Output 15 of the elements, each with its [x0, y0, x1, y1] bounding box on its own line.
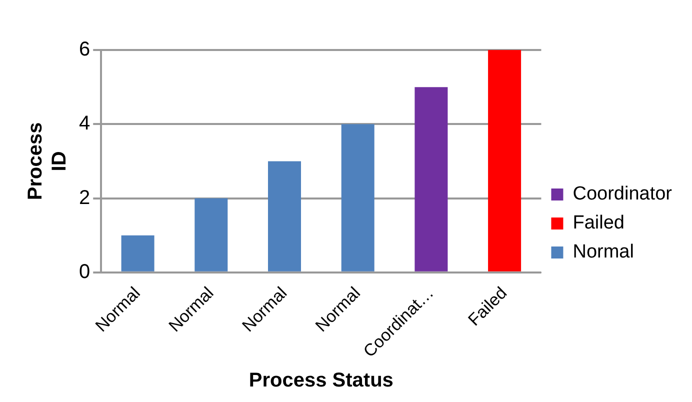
bar: [194, 198, 228, 272]
y-tick-label: 4: [79, 112, 90, 135]
bar: [268, 161, 301, 272]
legend-label: Normal: [572, 242, 634, 263]
bar: [488, 50, 522, 272]
y-tick-label: 6: [79, 38, 90, 61]
y-tick-label: 2: [79, 186, 90, 209]
bar: [414, 87, 448, 272]
legend-label: Failed: [572, 212, 624, 234]
bar: [341, 124, 374, 272]
legend-label: Coordinator: [572, 184, 673, 205]
x-axis-title: Process Status: [248, 370, 394, 392]
bar: [121, 235, 154, 272]
y-tick-label: 0: [79, 260, 90, 283]
y-axis-title: Process ID: [24, 122, 71, 200]
